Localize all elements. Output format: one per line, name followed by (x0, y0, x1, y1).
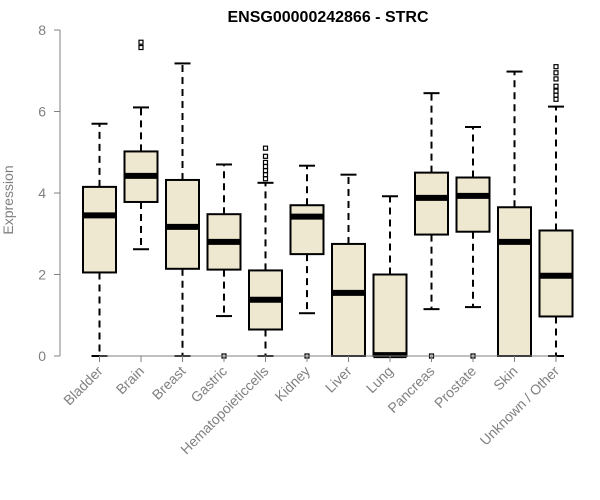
box-1 (123, 39, 159, 251)
x-tick-label-7: Lung (363, 363, 396, 396)
outlier-11-6 (553, 64, 559, 70)
outlier-4-3 (262, 163, 269, 170)
x-tick-label-2: Breast (149, 363, 189, 403)
box-11 (538, 64, 574, 357)
y-axis: 0 2 4 6 8 (38, 22, 61, 364)
outlier-11-5 (553, 70, 559, 76)
box-3 (206, 163, 242, 359)
box-2 (165, 62, 200, 357)
box-rect-10 (497, 206, 532, 357)
x-tick-label-6: Liver (322, 363, 355, 396)
outlier-11-1 (553, 92, 559, 98)
box-rect-8 (414, 171, 449, 236)
outlier-4-2 (262, 167, 269, 174)
outlier-4-0 (262, 176, 269, 182)
chart-title: ENSG00000242866 - STRC (228, 9, 429, 26)
y-tick-label-3: 6 (38, 104, 46, 120)
outlier-1-0 (138, 44, 144, 51)
box-0 (82, 122, 117, 357)
y-tick-label-1: 2 (38, 267, 46, 283)
box-7 (372, 195, 408, 359)
box-9 (455, 125, 491, 359)
box-rect-7 (372, 273, 408, 357)
x-tick-label-10: Skin (490, 363, 521, 394)
outlier-4-4 (262, 159, 269, 166)
box-rect-6 (331, 242, 366, 357)
outlier-4-6 (262, 145, 269, 151)
outlier-11-0 (553, 96, 559, 102)
outlier-1-1 (138, 39, 144, 45)
outlier-11-2 (553, 88, 559, 94)
box-rect-0 (82, 185, 117, 274)
x-tick-label-5: Kidney (272, 363, 314, 405)
x-tick-label-11: Unknown / Other (477, 363, 563, 449)
box-10 (497, 70, 532, 357)
outlier-11-4 (553, 76, 559, 82)
box-rect-5 (289, 204, 325, 256)
x-axis: Bladder Brain BreastGastricHematopoieticce… (60, 355, 563, 457)
y-tick-label-4: 8 (38, 22, 46, 38)
boxes-group (82, 39, 574, 359)
x-tick-label-0: Bladder (60, 363, 106, 409)
outlier-4-1 (262, 172, 269, 178)
box-5 (289, 164, 325, 359)
box-6 (331, 173, 366, 357)
x-tick-label-9: Prostate (431, 363, 479, 411)
x-tick-label-1: Brain (113, 363, 147, 397)
box-4 (248, 145, 283, 357)
box-8 (414, 92, 449, 359)
outlier-11-3 (553, 83, 559, 89)
y-tick-label-2: 4 (38, 185, 46, 201)
y-tick-label-0: 0 (38, 348, 46, 364)
outlier-4-5 (262, 153, 269, 159)
box-rect-9 (455, 176, 491, 233)
y-axis-label: Expression (0, 165, 16, 234)
